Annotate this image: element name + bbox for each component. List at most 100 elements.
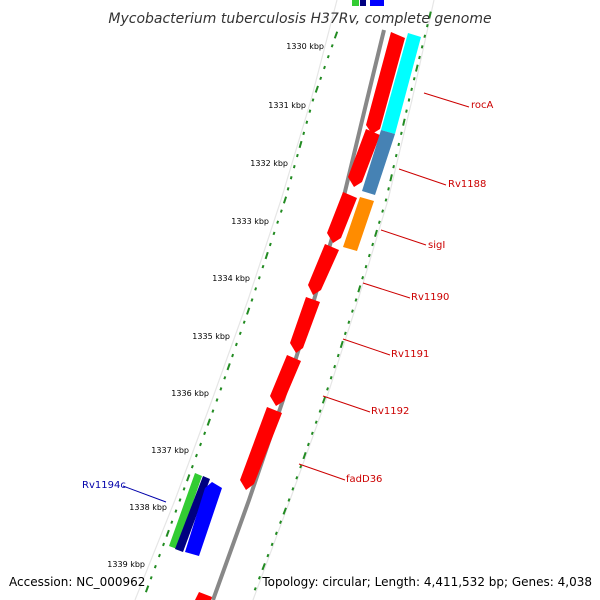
tick-label: 1330 kbp	[286, 42, 324, 51]
tick-mark	[397, 142, 401, 147]
tick-marks-inner	[144, 31, 339, 593]
tick-mark	[286, 187, 290, 191]
tick-mark	[254, 287, 258, 291]
tick-mark	[318, 409, 322, 413]
tick-mark	[426, 23, 429, 28]
tick-mark	[299, 464, 303, 469]
cyan-feature	[381, 33, 421, 134]
tick-mark	[153, 564, 157, 569]
tick-mark	[215, 398, 219, 402]
tick-mark	[402, 118, 406, 126]
tick-mark	[174, 509, 178, 513]
tick-mark	[287, 498, 291, 502]
tick-mark	[336, 353, 340, 358]
tick-mark	[292, 164, 296, 169]
gene-Rv1191-arrow	[290, 297, 320, 353]
tick-mark	[298, 140, 303, 149]
gene-Rv1188-arrow	[348, 129, 380, 187]
tick-mark	[238, 331, 242, 336]
tick-mark	[279, 209, 283, 213]
tick-mark	[206, 418, 211, 426]
tick-mark	[282, 196, 288, 204]
topology-text: Topology: circular; Length: 4,411,532 bp…	[261, 575, 592, 589]
tick-mark	[384, 198, 388, 202]
tick-mark	[333, 31, 339, 39]
tick-mark	[333, 364, 337, 369]
partial-green-feature	[352, 0, 359, 6]
tick-mark	[261, 264, 265, 269]
tick-label: 1332 kbp	[250, 159, 288, 168]
tick-mark	[234, 342, 238, 347]
gene-label-Rv1194c[interactable]: Rv1194c	[82, 480, 126, 491]
tick-mark	[226, 363, 231, 371]
tick-mark	[270, 542, 274, 547]
gene-Rv1190-arrow	[308, 244, 339, 295]
tick-mark	[157, 553, 161, 558]
tick-mark	[407, 98, 411, 102]
gene-label-rocA[interactable]: rocA	[471, 100, 494, 111]
Rv1191-leader	[342, 338, 391, 356]
tick-mark	[190, 464, 194, 469]
sigI-leader	[380, 229, 427, 246]
tick-mark	[186, 474, 191, 482]
gene-label-Rv1188[interactable]: Rv1188	[448, 179, 486, 190]
gene-label-sigI[interactable]: sigI	[428, 240, 445, 251]
tick-mark	[314, 420, 318, 424]
tick-mark	[178, 498, 182, 502]
partial-navy-feature	[360, 0, 366, 6]
tick-mark	[219, 387, 223, 391]
tick-mark	[311, 98, 315, 102]
tick-label: 1334 kbp	[212, 274, 250, 283]
gene-label-Rv1190[interactable]: Rv1190	[411, 292, 449, 303]
tick-label: 1337 kbp	[151, 446, 189, 455]
tick-mark	[274, 531, 278, 536]
tick-mark	[203, 431, 207, 436]
tick-mark	[310, 431, 314, 436]
tick-mark	[199, 442, 203, 447]
gene-label-Rv1192[interactable]: Rv1192	[371, 406, 409, 417]
tick-mark	[374, 229, 378, 237]
tick-mark	[415, 64, 419, 72]
tick-mark	[257, 576, 261, 580]
tick-mark	[308, 109, 312, 113]
tick-mark	[354, 298, 358, 302]
tick-mark	[253, 587, 257, 591]
tick-mark	[326, 387, 329, 391]
map-title: Mycobacterium tuberculosis H37Rv, comple…	[108, 11, 491, 27]
tick-mark	[257, 276, 261, 280]
tick-mark	[339, 340, 344, 349]
tick-mark	[323, 65, 326, 70]
navy-feature	[175, 476, 210, 552]
tick-marks-outer	[253, 11, 432, 591]
gene-label-fadD36[interactable]: fadD36	[346, 474, 382, 485]
tick-mark	[423, 34, 427, 38]
tick-label: 1336 kbp	[171, 389, 209, 398]
tick-label: 1333 kbp	[231, 217, 269, 226]
tick-label: 1331 kbp	[268, 101, 306, 110]
tick-mark	[242, 320, 246, 324]
tick-mark	[261, 563, 266, 571]
tick-mark	[330, 44, 334, 48]
inner-ring-guide	[134, 0, 338, 600]
Rv1190-leader	[362, 282, 411, 299]
tick-mark	[305, 120, 309, 124]
Rv1188-leader	[398, 168, 447, 186]
tick-mark	[246, 307, 251, 315]
fadD36-leader	[298, 463, 346, 481]
tick-mark	[319, 76, 323, 81]
tick-mark	[306, 442, 310, 447]
tick-mark	[326, 54, 330, 59]
gene-label-Rv1191[interactable]: Rv1191	[391, 349, 429, 360]
tick-mark	[351, 309, 354, 313]
gene-fadD36-arrow	[240, 407, 282, 490]
tick-mark	[361, 276, 365, 280]
tick-mark	[321, 396, 327, 404]
tick-mark	[289, 176, 293, 180]
tick-mark	[377, 220, 381, 224]
tick-mark	[279, 520, 283, 524]
tick-mark	[329, 376, 333, 380]
accession-text: Accession: NC_000962	[9, 575, 145, 589]
tick-mark	[412, 77, 416, 81]
gene-Rv1192-arrow	[270, 355, 301, 406]
